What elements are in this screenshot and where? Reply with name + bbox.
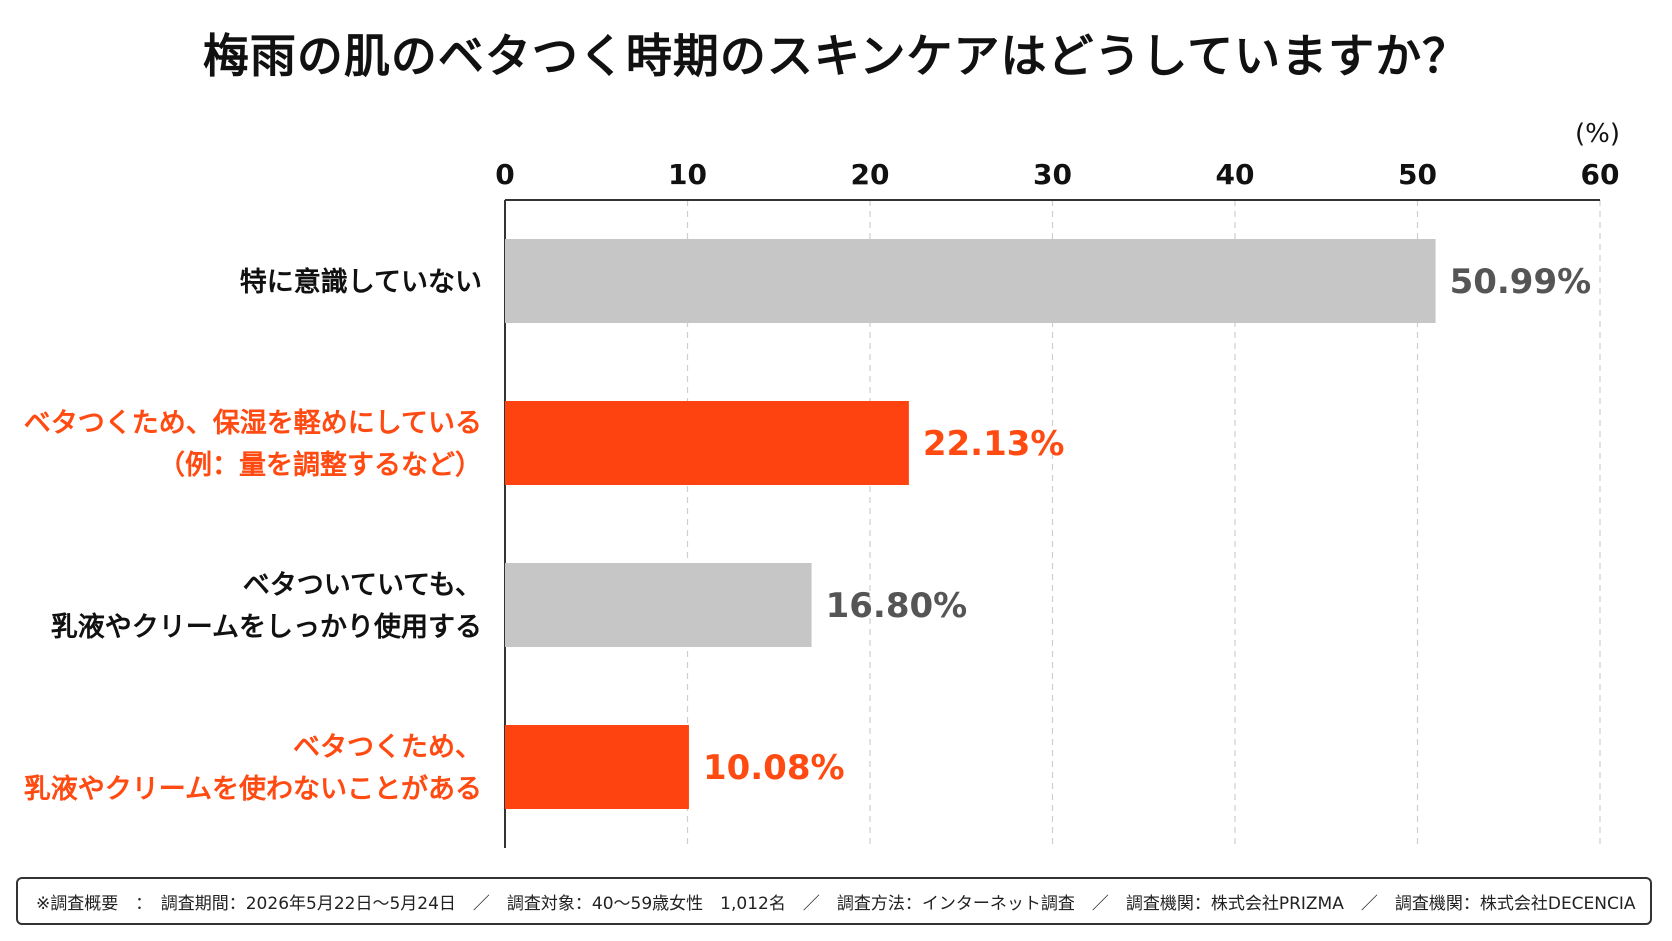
tick-label: 30 (1033, 158, 1072, 191)
category-label: 特に意識していない (240, 266, 482, 298)
tick-label: 10 (668, 158, 707, 191)
data-label: 22.13% (923, 424, 1065, 464)
survey-summary-text: ※調査概要 ： 調査期間：2026年5月22日〜5月24日 ／ 調査対象：40〜… (36, 893, 1636, 914)
tick-label: 0 (495, 158, 514, 191)
survey-footer: ※調査概要 ： 調査期間：2026年5月22日〜5月24日 ／ 調査対象：40〜… (16, 877, 1652, 925)
bar (505, 725, 689, 809)
unit-label: (%) (1575, 119, 1620, 149)
bar (505, 239, 1436, 323)
data-label: 50.99% (1450, 262, 1592, 302)
tick-label: 20 (851, 158, 890, 191)
tick-label: 40 (1216, 158, 1255, 191)
tick-label: 60 (1581, 158, 1620, 191)
category-label: ベタついていても、 (243, 570, 482, 601)
bar (505, 401, 909, 485)
bar-chart: 0 10 20 30 40 50 60 (%) 50.99% 特に意識していない 22.13% ベタつ… (24, 119, 1620, 848)
category-label: ベタつくため、 (293, 732, 482, 763)
category-label: 乳液やクリームを使わないことがある (24, 773, 482, 805)
bar (505, 563, 812, 647)
data-label: 10.08% (703, 748, 845, 788)
data-label: 16.80% (826, 586, 968, 626)
category-label: 乳液やクリームをしっかり使用する (51, 612, 482, 643)
tick-label: 50 (1398, 158, 1437, 191)
category-label: ベタつくため、保湿を軽めにしている (24, 408, 482, 439)
category-label: （例：量を調整するなど） (158, 449, 482, 481)
chart-title: 梅雨の肌のベタつく時期のスキンケアはどうしていますか？ (202, 29, 1470, 83)
